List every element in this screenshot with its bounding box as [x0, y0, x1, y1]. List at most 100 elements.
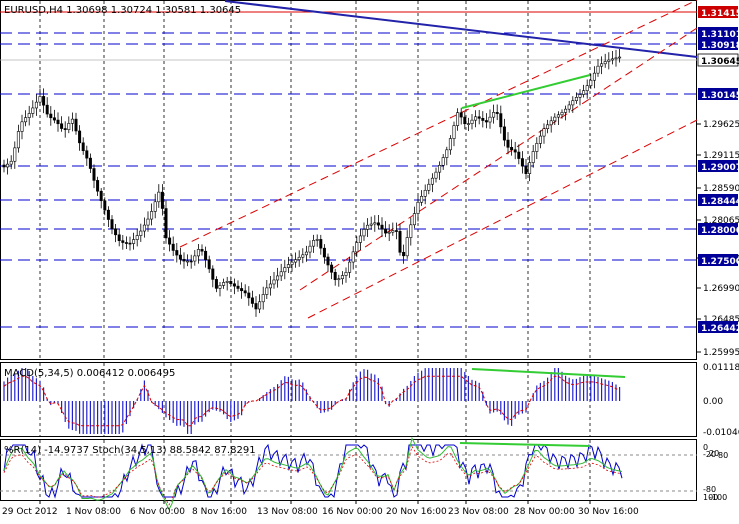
candle-body [405, 237, 409, 257]
candle-body [193, 255, 197, 262]
price-axis-label: 1.28065 [703, 216, 739, 226]
candle-body [110, 219, 114, 230]
candle-body [175, 250, 179, 256]
candle-body [6, 163, 10, 168]
candle-body [448, 138, 452, 151]
level-price-box [698, 254, 738, 266]
candle-body [276, 275, 280, 281]
stoch-signal-line [3, 445, 623, 506]
candle-body [254, 303, 258, 310]
time-axis-label: 20 Nov 16:00 [386, 507, 447, 517]
candle-body [340, 275, 344, 280]
candle-body [474, 116, 478, 121]
level-price-box [698, 38, 738, 50]
candle-body [560, 112, 564, 116]
stoch-axis-label: -20 [703, 450, 716, 459]
candle-body [304, 251, 308, 256]
candle-body [9, 160, 13, 165]
candle-body [344, 272, 348, 276]
stoch-divergence-line[interactable] [459, 442, 591, 447]
candle-body [423, 189, 427, 197]
stoch-axis-label: -100 [709, 493, 727, 502]
candle-body [24, 117, 28, 123]
candle-body [510, 147, 514, 151]
stoch-axis-label: 0 [703, 443, 708, 452]
channel-line[interactable] [179, 0, 698, 248]
channel-line[interactable] [307, 119, 698, 319]
candle-body [45, 104, 49, 115]
candle-body [466, 123, 470, 125]
stoch-axis-label: 80 [718, 451, 728, 460]
time-axis-label: 13 Nov 08:00 [257, 507, 318, 517]
candle-body [398, 231, 402, 253]
divergence-line[interactable] [461, 74, 591, 109]
symbol-info: EURUSD,H4 1.30698 1.30724 1.30581 1.3064… [4, 5, 241, 16]
candle-body [348, 261, 352, 273]
level-price-label: 1.31101 [701, 30, 739, 40]
candle-body [20, 121, 24, 132]
level-price-box [698, 160, 738, 172]
channel-line[interactable] [299, 27, 698, 291]
level-price-box [698, 27, 738, 39]
time-axis-label: 30 Nov 16:00 [578, 507, 639, 517]
candle-body [538, 135, 542, 144]
candle-body [150, 211, 154, 220]
price-channel[interactable] [179, 0, 698, 319]
level-price-label: 1.30145 [701, 91, 739, 101]
candle-body [142, 224, 146, 232]
candle-body [294, 259, 298, 263]
candle-body [600, 63, 604, 67]
candle-body [369, 223, 373, 226]
macd-signal-line [3, 375, 620, 427]
price-axis-label: 1.29115 [703, 151, 739, 161]
candle-body [592, 72, 596, 81]
vertical-grid [39, 1, 591, 500]
candle-body [27, 113, 31, 118]
candle-body [236, 285, 240, 289]
candle-body [614, 57, 618, 60]
candle-body [520, 158, 524, 167]
candle-body [319, 239, 323, 249]
price-axis-label: 1.28590 [703, 184, 739, 194]
level-price-label: 1.31415 [701, 9, 739, 19]
candle-body [60, 123, 64, 129]
time-axis-label: 29 Oct 2012 [2, 507, 58, 517]
candle-body [31, 107, 35, 114]
candle-body [571, 100, 575, 106]
macd-axis-label: -0.01046 [703, 428, 739, 438]
candle-body [283, 267, 287, 273]
trend-line[interactable] [224, 0, 698, 58]
time-axis-label: 23 Nov 08:00 [448, 507, 509, 517]
candle-body [607, 59, 611, 62]
candle-body [124, 242, 128, 244]
candle-body [117, 234, 121, 241]
candle-body [132, 239, 136, 244]
stochastic-indicator [0, 436, 697, 511]
candle-body [463, 116, 467, 125]
candle-body [477, 116, 481, 119]
candle-body [459, 112, 463, 118]
candle-body [261, 294, 265, 303]
level-price-label: 1.26442 [701, 324, 739, 334]
candle-body [578, 94, 582, 98]
macd-divergence-line[interactable] [471, 368, 626, 378]
candle-body [74, 118, 78, 132]
candle-body [128, 242, 132, 245]
candle-body [92, 168, 96, 181]
candle-body [290, 261, 294, 265]
candle-body [88, 157, 92, 169]
candle-body [484, 120, 488, 123]
candle-body [387, 231, 391, 234]
candle-body [441, 157, 445, 166]
candle-body [362, 229, 366, 237]
candle-body [373, 222, 377, 225]
candle-body [603, 61, 607, 65]
candle-body [456, 112, 460, 126]
candle-body [445, 149, 449, 158]
candle-body [160, 191, 164, 209]
candle-body [96, 180, 100, 192]
stoch-axis-label: -80 [703, 485, 716, 494]
